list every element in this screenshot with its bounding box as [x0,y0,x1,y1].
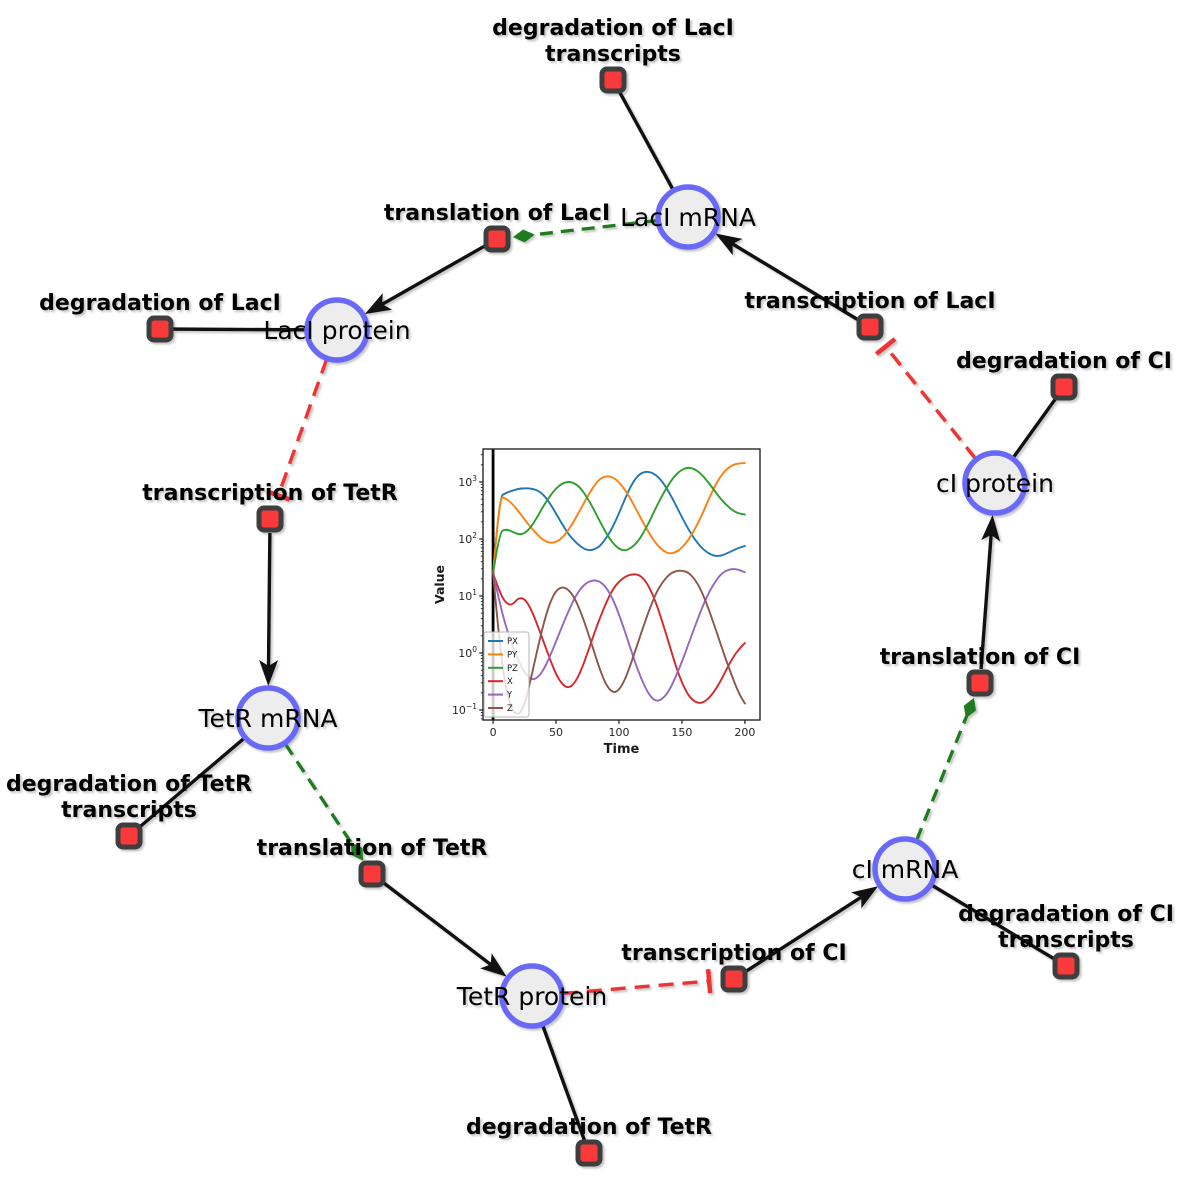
inhibition-edge-lacI_protein-tx_tetR [276,358,329,497]
reaction-node-tx_tetR [256,505,284,533]
inhibition-edge-tetR_protein-tx_cI [562,979,710,996]
legend-label-PX: PX [507,637,518,647]
reaction-label-deg_tetR_tx: degradation of TetR [6,772,252,797]
production-edge-tx_tetR-tetR_mRNA [266,532,272,669]
species-node-cI_protein [962,450,1028,516]
species-label-cI_mRNA: cI mRNA [852,855,959,884]
legend-label-Y: Y [506,691,513,701]
consumption-edge-tetR_protein-deg_tetR [540,1024,591,1154]
modifier-edge-cI_mRNA-tl_cI [915,715,969,841]
x-tick-label: 150 [671,726,692,739]
series-line-PY [492,462,746,575]
production-edge-tl_tetR-tetR_protein [382,881,494,968]
reaction-node-tx_lacI [856,313,884,341]
reaction-node-deg_tetR_tx [115,822,143,850]
production-edge-tx_lacI-lacI_mRNA [729,241,859,322]
modifier-diamond-icon [963,697,976,719]
reaction-label-tx_lacI: transcription of LacI [744,289,995,314]
species-label-lacI_protein: LacI protein [263,316,410,345]
modifier-diamond-icon [512,229,535,243]
nodes-layer [115,66,1080,1167]
series-line-Z [492,569,746,715]
x-axis-title: Time [604,742,640,757]
timeseries-inset-chart: 0 50 100 150 200 10−1 100 101 102 103 Time Value PX P… [432,448,761,757]
y-tick-label: 10−1 [452,702,477,717]
labels-layer: degradation of LacItranscriptstranslatio… [6,16,1174,1140]
consumption-edge-cI_mRNA-deg_cI_tx [930,883,1067,968]
reaction-node-deg_cI [1050,373,1078,401]
series-line-X [492,572,746,704]
x-tick-label: 100 [608,726,629,739]
reaction-label-tx_cI: transcription of CI [621,941,846,966]
production-arrowhead-icon [981,514,1001,542]
reaction-label-tx_tetR: transcription of TetR [142,481,398,506]
reaction-node-deg_lacI [146,315,174,343]
reaction-node-deg_tetR [575,1139,603,1167]
production-arrowhead-icon [480,953,507,977]
consumption-edge-tetR_mRNA-deg_tetR_tx [127,736,246,838]
production-arrowhead-icon [851,886,879,909]
reaction-label-tl_tetR: translation of TetR [257,836,488,861]
modifier-edge-tetR_mRNA-tl_tetR [283,742,354,845]
production-edge-tx_cI-cI_mRNA [744,894,864,973]
reaction-label-deg_tetR_tx: transcripts [61,798,197,823]
production-edge-tl_lacI-lacI_protein [379,244,486,307]
reaction-label-deg_lacI_tx: degradation of LacI [492,16,734,41]
x-tick-label: 200 [734,726,755,739]
reaction-node-tl_cI [966,669,994,697]
production-arrowhead-icon [364,293,393,315]
modifier-diamond-icon [350,842,364,861]
series-line-PX [492,470,746,575]
legend-label-Z: Z [507,704,513,714]
reaction-node-tx_cI [720,965,748,993]
species-label-lacI_mRNA: LacI mRNA [620,203,756,232]
y-tick-label: 100 [458,645,477,660]
consumption-edge-lacI_protein-deg_lacI [159,327,307,332]
legend-box [483,631,530,718]
legend-label-X: X [507,677,513,687]
reaction-node-deg_cI_tx [1052,952,1080,980]
reaction-label-tl_lacI: translation of LacI [384,201,610,226]
reaction-label-deg_lacI_tx: transcripts [545,42,681,67]
edges-layer [127,79,1067,1154]
y-axis-title: Value [432,565,447,604]
species-label-cI_protein: cI protein [936,469,1054,498]
reaction-node-tl_lacI [483,225,511,253]
production-arrowhead-icon [715,233,743,256]
reaction-label-deg_lacI: degradation of LacI [39,291,281,316]
legend-label-PY: PY [507,650,518,660]
production-arrowhead-icon [259,659,279,687]
production-edge-tl_cI-cI_protein [979,532,993,670]
reaction-label-deg_tetR: degradation of TetR [466,1115,712,1140]
species-label-tetR_mRNA: TetR mRNA [197,704,337,733]
series-line-Y [492,568,746,702]
species-label-tetR_protein: TetR protein [456,982,607,1011]
x-tick-label: 0 [490,726,497,739]
species-node-tetR_protein [499,963,565,1029]
y-tick-label: 102 [458,531,477,546]
inhibition-bar-icon [266,489,291,502]
consumption-edge-lacI_mRNA-deg_lacI_tx [611,79,675,191]
inhibition-bar-icon [705,968,713,994]
species-node-lacI_mRNA [655,184,721,250]
y-tick-label: 103 [458,474,477,489]
reaction-label-deg_cI_tx: degradation of CI [958,902,1174,927]
series-line-PZ [492,466,746,575]
reaction-label-tl_cI: translation of CI [880,645,1081,670]
reaction-label-deg_cI: degradation of CI [956,349,1172,374]
inhibition-bar-icon [874,337,897,356]
y-tick-label: 101 [458,588,477,603]
species-node-tetR_mRNA [235,685,301,751]
reaction-node-deg_lacI_tx [599,66,627,94]
species-node-cI_mRNA [872,836,938,902]
axes-box [482,448,761,721]
species-node-lacI_protein [304,297,370,363]
x-tick-label: 50 [549,726,563,739]
reaction-label-deg_cI_tx: transcripts [998,928,1134,953]
reaction-node-tl_tetR [358,860,386,888]
legend-label-PZ: PZ [507,664,518,674]
